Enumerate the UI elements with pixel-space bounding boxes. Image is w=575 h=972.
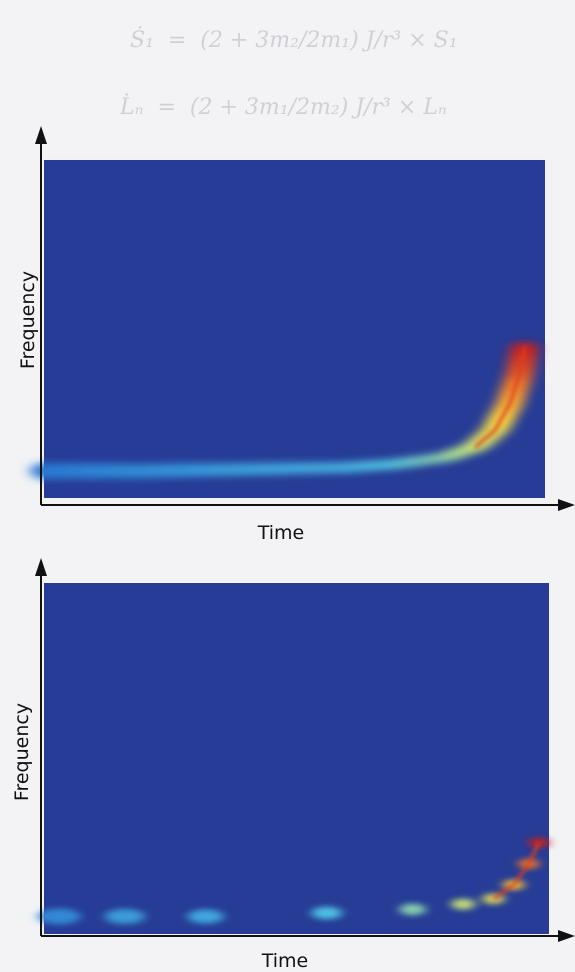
chirp-core xyxy=(492,842,541,901)
top-x-axis-arrow xyxy=(558,499,575,511)
chirp-point xyxy=(510,342,539,350)
top-y-label: Frequency xyxy=(17,271,39,369)
chirp-point xyxy=(399,903,426,916)
top-x-label: Time xyxy=(257,522,305,544)
chirp-point xyxy=(187,909,224,924)
bottom-y-axis-arrow xyxy=(35,558,47,576)
bottom-x-label: Time xyxy=(261,950,309,972)
bottom-chirp-track xyxy=(37,837,550,925)
top-plot-area xyxy=(44,160,545,498)
chirp-core xyxy=(473,345,527,449)
chirp-point xyxy=(311,906,343,920)
top-chirp-track xyxy=(30,342,539,479)
bottom-y-label: Frequency xyxy=(11,703,33,801)
chirp-point xyxy=(104,908,145,924)
top-spectrogram: Frequency Time xyxy=(17,126,575,544)
bottom-plot-area xyxy=(44,583,549,934)
chirp-point xyxy=(451,898,476,910)
top-y-axis-arrow xyxy=(35,126,47,144)
bottom-x-axis-arrow xyxy=(558,930,575,942)
chirp-point xyxy=(37,908,81,925)
bottom-spectrogram: Frequency Time xyxy=(11,558,575,972)
